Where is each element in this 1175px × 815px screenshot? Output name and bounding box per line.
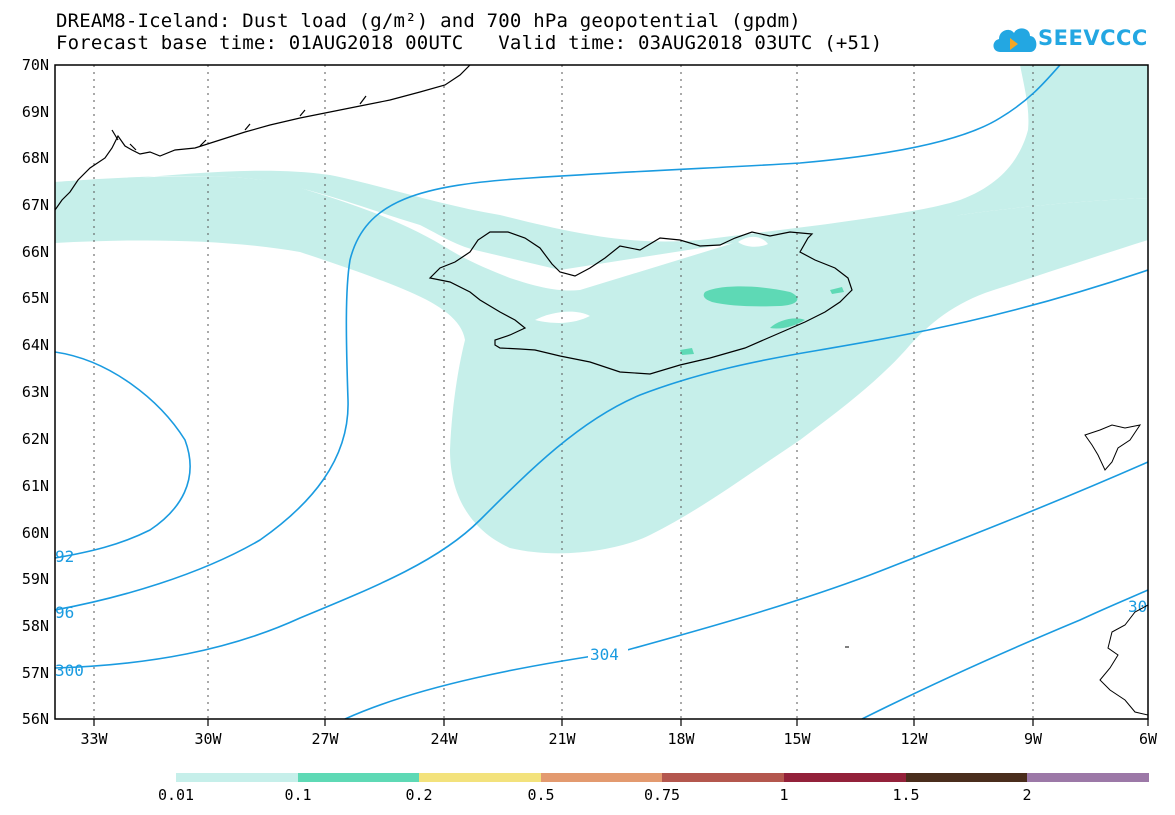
colorbar-label: 1 bbox=[779, 786, 788, 804]
colorbar-label: 1.5 bbox=[892, 786, 919, 804]
lon-tick-label: 15W bbox=[783, 730, 811, 748]
contour-label: 96 bbox=[55, 603, 74, 622]
lon-tick-label: 6W bbox=[1139, 730, 1158, 748]
lat-tick-label: 68N bbox=[22, 149, 49, 167]
lat-tick-label: 59N bbox=[22, 570, 49, 588]
contour-300 bbox=[55, 269, 1148, 669]
lon-tick-label: 33W bbox=[80, 730, 108, 748]
dust-gap-north bbox=[738, 236, 768, 247]
contour-label: 92 bbox=[55, 547, 74, 566]
dust-area-medium-2 bbox=[770, 318, 805, 329]
greenland-coastline bbox=[55, 65, 471, 211]
lon-tick-label: 24W bbox=[430, 730, 458, 748]
plot-frame bbox=[54, 64, 1149, 720]
contour-304 bbox=[344, 461, 1148, 719]
colorbar-segment bbox=[298, 773, 419, 782]
colorbar-label: 0.75 bbox=[644, 786, 680, 804]
logo-text: SEEVCCC bbox=[1038, 26, 1148, 50]
colorbar-label: 0.01 bbox=[158, 786, 194, 804]
dust-area-medium-3 bbox=[680, 348, 694, 355]
colorbar-segment bbox=[784, 773, 906, 782]
colorbar bbox=[176, 773, 1149, 782]
lon-tick-label: 18W bbox=[667, 730, 695, 748]
colorbar-segment bbox=[662, 773, 784, 782]
lat-tick-label: 70N bbox=[22, 56, 49, 74]
lon-tick-label: 27W bbox=[311, 730, 339, 748]
contour-label: 30 bbox=[1128, 597, 1147, 616]
dust-area-medium-4 bbox=[830, 287, 844, 294]
lat-tick-label: 56N bbox=[22, 710, 49, 728]
iceland-coastline bbox=[428, 231, 853, 375]
lon-tick-label: 9W bbox=[1024, 730, 1043, 748]
colorbar-label: 0.5 bbox=[527, 786, 554, 804]
colorbar-label: 0.2 bbox=[405, 786, 432, 804]
colorbar-segment bbox=[176, 773, 298, 782]
seevccc-logo: SEEVCCC bbox=[990, 20, 1160, 56]
map-title: DREAM8-Iceland: Dust load (g/m²) and 700… bbox=[56, 10, 801, 32]
lat-tick-label: 60N bbox=[22, 524, 49, 542]
lon-tick-label: 21W bbox=[548, 730, 576, 748]
time-info: Forecast base time: 01AUG2018 00UTC Vali… bbox=[56, 33, 882, 53]
lat-tick-label: 67N bbox=[22, 196, 49, 214]
dust-area-light-main bbox=[55, 176, 1148, 554]
contour-label: 300 bbox=[55, 661, 84, 680]
colorbar-segment bbox=[419, 773, 541, 782]
colorbar-label: 0.1 bbox=[284, 786, 311, 804]
lat-tick-label: 63N bbox=[22, 383, 49, 401]
colorbar-label: 2 bbox=[1022, 786, 1031, 804]
dust-area-medium bbox=[703, 286, 798, 307]
colorbar-segment bbox=[1027, 773, 1149, 782]
lat-tick-label: 57N bbox=[22, 664, 49, 682]
contour-label: 304 bbox=[590, 645, 619, 664]
forecast-base-time: Forecast base time: 01AUG2018 00UTC bbox=[56, 32, 464, 54]
colorbar-segment bbox=[541, 773, 662, 782]
scotland-coastline bbox=[1099, 604, 1148, 716]
lat-tick-label: 66N bbox=[22, 243, 49, 261]
lat-tick-label: 65N bbox=[22, 289, 49, 307]
lat-tick-label: 61N bbox=[22, 477, 49, 495]
contour-308 bbox=[861, 589, 1148, 719]
lon-tick-label: 12W bbox=[900, 730, 928, 748]
colorbar-segment bbox=[906, 773, 1027, 782]
contour-296 bbox=[55, 65, 1061, 611]
cloud-icon bbox=[993, 28, 1037, 52]
lat-tick-label: 69N bbox=[22, 103, 49, 121]
lat-tick-label: 64N bbox=[22, 336, 49, 354]
contour-292 bbox=[55, 351, 191, 559]
dust-area-light bbox=[55, 65, 1148, 270]
greenland-coast-fjords bbox=[111, 95, 367, 151]
lon-tick-label: 30W bbox=[194, 730, 222, 748]
lat-tick-label: 62N bbox=[22, 430, 49, 448]
lat-tick-label: 58N bbox=[22, 617, 49, 635]
faroe-islands-coastline bbox=[1084, 424, 1142, 471]
valid-time: Valid time: 03AUG2018 03UTC (+51) bbox=[498, 32, 883, 54]
